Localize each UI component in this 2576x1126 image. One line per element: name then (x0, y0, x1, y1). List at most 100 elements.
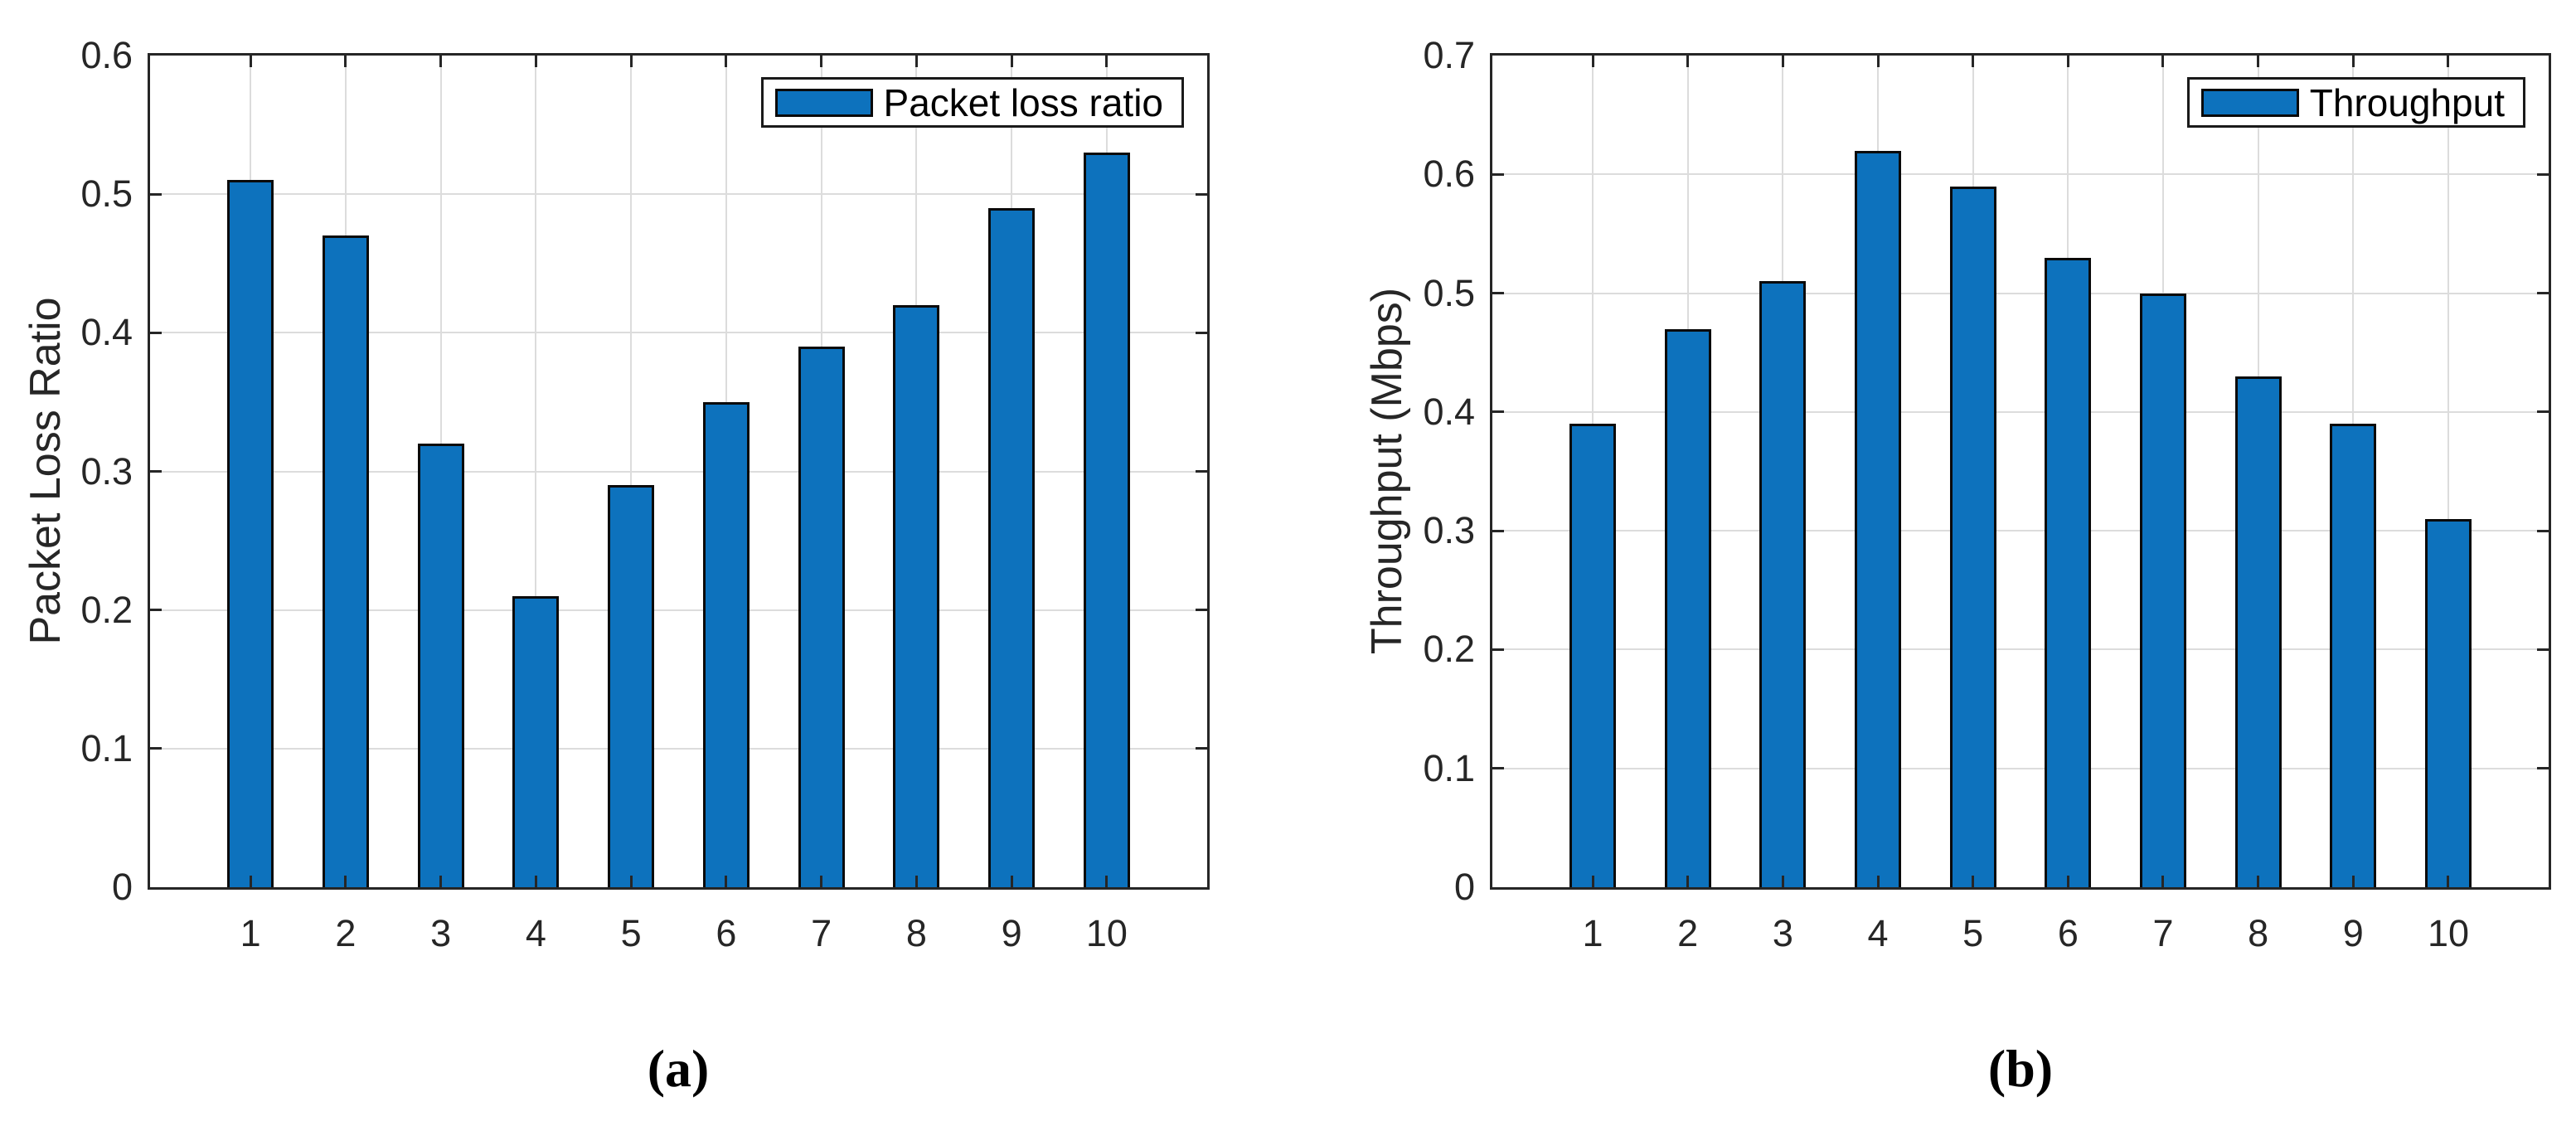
y-tick-mark (1492, 648, 1504, 651)
bar (227, 180, 274, 887)
y-tick-mark (2537, 529, 2549, 532)
bar (2424, 519, 2472, 887)
x-tick-label: 8 (905, 912, 927, 954)
v-gridline (2447, 56, 2449, 887)
caption-b: (b) (1987, 1039, 2054, 1098)
y-axis-label-b: Throughput (Mbps) (1363, 287, 1411, 655)
x-tick-mark (534, 56, 537, 67)
x-tick-mark (2257, 56, 2260, 67)
y-tick-mark (2537, 410, 2549, 414)
x-tick-mark (1781, 876, 1784, 887)
plot-area-b: Throughput 0 0.1 0.2 0.3 0.4 0.5 0.6 0.7 1 2 3 4 5 6 7… (1423, 34, 2551, 954)
x-tick-mark (2447, 876, 2450, 887)
x-tick-mark (1010, 876, 1013, 887)
bar (608, 485, 655, 887)
caption-a: (a) (647, 1039, 710, 1098)
x-tick-mark (439, 876, 443, 887)
legend-label-a: Packet loss ratio (883, 80, 1163, 124)
bar (512, 596, 560, 887)
h-gridline (1492, 648, 2549, 651)
y-tick-label: 0.7 (1423, 34, 1475, 76)
bar (798, 347, 845, 887)
y-tick-mark (1492, 410, 1504, 414)
x-tick-mark (344, 56, 347, 67)
x-tick-mark (914, 876, 918, 887)
x-tick-mark (629, 876, 633, 887)
x-tick-label: 1 (1582, 912, 1603, 954)
h-gridline (1492, 767, 2549, 769)
x-tick-mark (725, 56, 728, 67)
x-tick-mark (1105, 56, 1109, 67)
x-tick-mark (439, 56, 443, 67)
y-tick-mark (1196, 470, 1207, 473)
h-gridline (150, 470, 1207, 473)
bar (988, 208, 1036, 887)
legend-label-b: Throughput (2309, 80, 2505, 124)
y-tick-mark (150, 609, 162, 612)
x-tick-mark (1686, 56, 1690, 67)
bar (2045, 258, 2092, 887)
y-tick-mark (150, 470, 162, 473)
v-gridline (630, 56, 633, 887)
x-tick-label: 5 (1962, 912, 1984, 954)
y-tick-label: 0.6 (1423, 153, 1475, 196)
x-tick-mark (249, 876, 252, 887)
x-tick-mark (1105, 876, 1109, 887)
bar (1569, 424, 1617, 887)
y-tick-mark (150, 331, 162, 334)
x-tick-label: 2 (1677, 912, 1699, 954)
x-tick-label: 1 (240, 912, 261, 954)
bar (2330, 424, 2377, 887)
legend-a: Packet loss ratio (760, 77, 1184, 128)
y-tick-mark (1196, 609, 1207, 612)
x-tick-mark (1591, 876, 1594, 887)
h-gridline (1492, 530, 2549, 532)
bar (1664, 329, 1711, 887)
y-tick-label: 0.3 (1423, 509, 1475, 552)
x-tick-label: 4 (1867, 912, 1889, 954)
h-gridline (1492, 173, 2549, 176)
x-tick-label: 2 (335, 912, 357, 954)
x-tick-mark (1010, 56, 1013, 67)
y-tick-mark (1492, 767, 1504, 770)
h-gridline (150, 747, 1207, 750)
x-tick-mark (820, 876, 823, 887)
y-tick-label: 0.6 (80, 34, 133, 76)
bar (893, 305, 940, 887)
x-tick-mark (2161, 56, 2165, 67)
h-gridline (150, 332, 1207, 334)
y-tick-mark (2537, 292, 2549, 295)
x-tick-mark (2447, 56, 2450, 67)
v-gridline (535, 56, 537, 887)
y-tick-label: 0.5 (1423, 271, 1475, 314)
bar (1083, 153, 1130, 887)
y-tick-mark (1492, 529, 1504, 532)
h-gridline (1492, 292, 2549, 294)
bar (1949, 187, 1996, 887)
bar (2234, 376, 2282, 887)
plot-area-a: Packet loss ratio 0 0.1 0.2 0.3 0.4 0.5 0.6 1 2 3… (80, 34, 1210, 954)
x-tick-label: 9 (2342, 912, 2364, 954)
h-gridline (150, 609, 1207, 611)
y-tick-label: 0 (111, 866, 133, 908)
x-tick-mark (2066, 876, 2069, 887)
x-tick-mark (1972, 56, 1975, 67)
x-tick-label: 3 (430, 912, 452, 954)
y-axis-label-a: Packet Loss Ratio (22, 297, 70, 645)
y-tick-label: 0.4 (80, 311, 133, 354)
x-tick-label: 6 (716, 912, 737, 954)
bar (322, 235, 369, 887)
y-tick-mark (2537, 767, 2549, 770)
bar (1855, 151, 1901, 887)
y-tick-label: 0 (1453, 866, 1475, 908)
y-tick-mark (1196, 331, 1207, 334)
x-tick-label: 3 (1772, 912, 1793, 954)
h-gridline (150, 193, 1207, 196)
y-tick-label: 0.3 (80, 449, 133, 493)
bar (1759, 281, 1807, 887)
x-tick-mark (2351, 56, 2355, 67)
y-tick-mark (150, 747, 162, 750)
y-tick-label: 0.2 (80, 588, 133, 631)
y-tick-mark (2537, 172, 2549, 176)
